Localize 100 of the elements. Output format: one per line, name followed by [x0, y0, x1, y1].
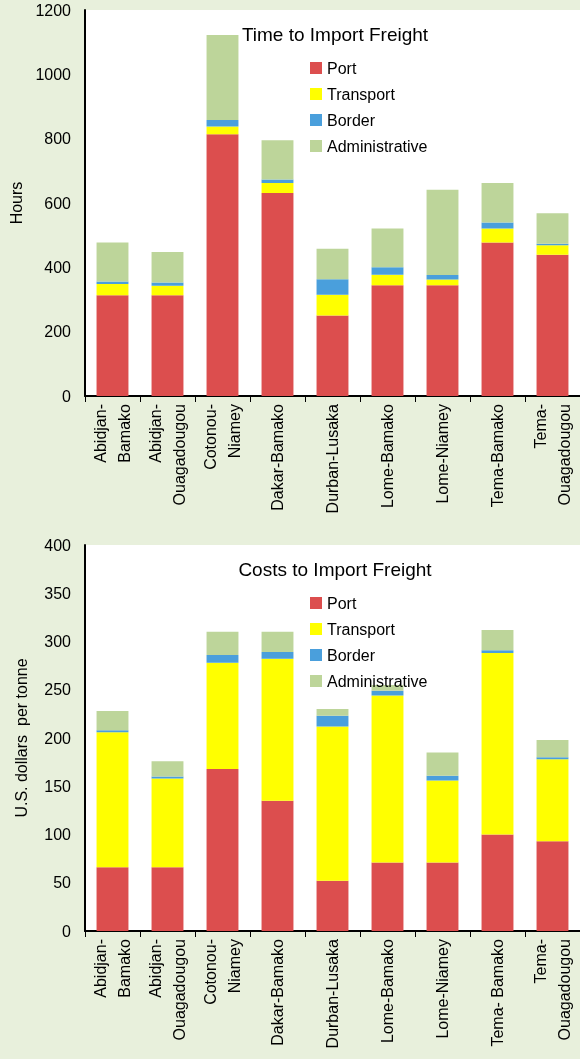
legend-label: Transport — [327, 85, 396, 103]
bar — [481, 629, 514, 651]
bar — [261, 800, 294, 931]
x-tick-label: Dakar-Bamako — [269, 403, 286, 511]
x-tick-label: Abidjan-Bamako — [92, 403, 133, 463]
bar — [151, 251, 184, 283]
x-tick-label: Durban-Lusaka — [324, 938, 341, 1049]
y-tick-label: 250 — [44, 681, 72, 699]
bar — [96, 732, 129, 868]
bar — [426, 780, 459, 863]
bar — [206, 126, 239, 135]
bar — [261, 193, 294, 396]
bar — [536, 739, 569, 758]
x-tick-label: Cotonou-Niamey — [202, 939, 243, 1005]
x-tick-label: Cotonou-Niamey — [202, 404, 243, 470]
bar — [316, 279, 349, 295]
y-tick-label: 100 — [44, 826, 72, 843]
x-tick-label: Lome-Niamey — [434, 404, 451, 504]
text: Costs to Import Freight — [238, 559, 433, 580]
y-tick-label: 0 — [62, 922, 72, 940]
bar — [481, 834, 514, 931]
bar — [481, 228, 514, 243]
x-tick-label: Tema- Bamako — [489, 938, 506, 1047]
y-tick-label: 400 — [44, 536, 72, 554]
y-tick-label: 50 — [53, 874, 72, 892]
y-tick-label: 300 — [44, 633, 72, 650]
bar — [536, 213, 569, 244]
bar — [206, 134, 239, 396]
bar — [261, 183, 294, 194]
y-tick-label: 1000 — [35, 65, 72, 83]
bar — [206, 631, 239, 656]
bar — [151, 778, 184, 868]
bar — [261, 140, 294, 180]
bar — [536, 254, 569, 396]
bar — [316, 880, 349, 931]
bar — [371, 695, 404, 863]
y-tick-label: 600 — [44, 194, 72, 212]
y-tick-label: 350 — [44, 584, 72, 602]
bar — [426, 285, 459, 396]
x-tick-label: Abidjan-Bamako — [92, 938, 133, 998]
legend-label: Border — [327, 646, 376, 664]
x-tick-label: Abidjan-Ouagadougou — [147, 404, 188, 506]
x-tick-label: Tema-Ouagadougou — [532, 939, 573, 1041]
bar — [426, 862, 459, 931]
x-tick-label: Abidjan-Ouagadougou — [147, 939, 188, 1041]
bar — [206, 120, 239, 127]
bar — [426, 752, 459, 776]
bar — [536, 841, 569, 931]
legend-label: Port — [327, 594, 357, 612]
bar — [316, 315, 349, 396]
bar — [536, 245, 569, 255]
bar — [96, 295, 129, 396]
y-tick-label: 200 — [44, 729, 72, 747]
bar — [316, 709, 349, 716]
bar — [481, 650, 514, 654]
bar — [316, 715, 349, 727]
bar — [426, 189, 459, 276]
x-tick-label: Dakar-Bamako — [269, 938, 286, 1046]
bar — [206, 35, 239, 121]
x-tick-label: Lome-Bamako — [379, 403, 396, 509]
y-tick-label: 400 — [44, 258, 72, 276]
y-tick-label: 150 — [44, 777, 72, 795]
bar — [151, 761, 184, 777]
bar — [151, 867, 184, 931]
bar — [151, 295, 184, 396]
text: Time to Import Freight — [241, 24, 429, 45]
bar — [481, 183, 514, 223]
bar — [96, 284, 129, 296]
legend-label: Transport — [327, 620, 396, 638]
y-tick-label: 1200 — [35, 1, 72, 19]
bar — [96, 242, 129, 282]
x-tick-label: Durban-Lusaka — [324, 403, 341, 514]
bar — [151, 282, 184, 286]
x-tick-label: Lome-Niamey — [434, 939, 451, 1039]
bar — [481, 653, 514, 835]
bar — [151, 285, 184, 296]
bar — [371, 862, 404, 931]
bar — [261, 658, 294, 801]
bar — [206, 655, 239, 663]
y-tick-label: 0 — [62, 387, 72, 405]
y-tick-label: 800 — [44, 130, 72, 148]
bar — [536, 759, 569, 842]
y-tick-label: 200 — [44, 323, 72, 341]
bar — [316, 726, 349, 881]
y-axis-title: Hours — [8, 181, 26, 225]
x-tick-label: Tema-Ouagadougou — [532, 404, 573, 506]
bar — [426, 275, 459, 280]
bar — [206, 768, 239, 931]
bar — [481, 242, 514, 396]
x-tick-label: Tema-Bamako — [489, 403, 506, 508]
x-tick-label: Lome-Bamako — [379, 938, 396, 1044]
legend-label: Administrative — [327, 137, 428, 155]
legend-label: Administrative — [327, 672, 428, 690]
bar — [371, 228, 404, 268]
bar — [371, 690, 404, 696]
bar — [206, 662, 239, 769]
y-axis-title: U.S. dollars per tonne — [12, 658, 30, 818]
bar — [316, 294, 349, 316]
bar — [96, 710, 129, 731]
bar — [371, 285, 404, 396]
